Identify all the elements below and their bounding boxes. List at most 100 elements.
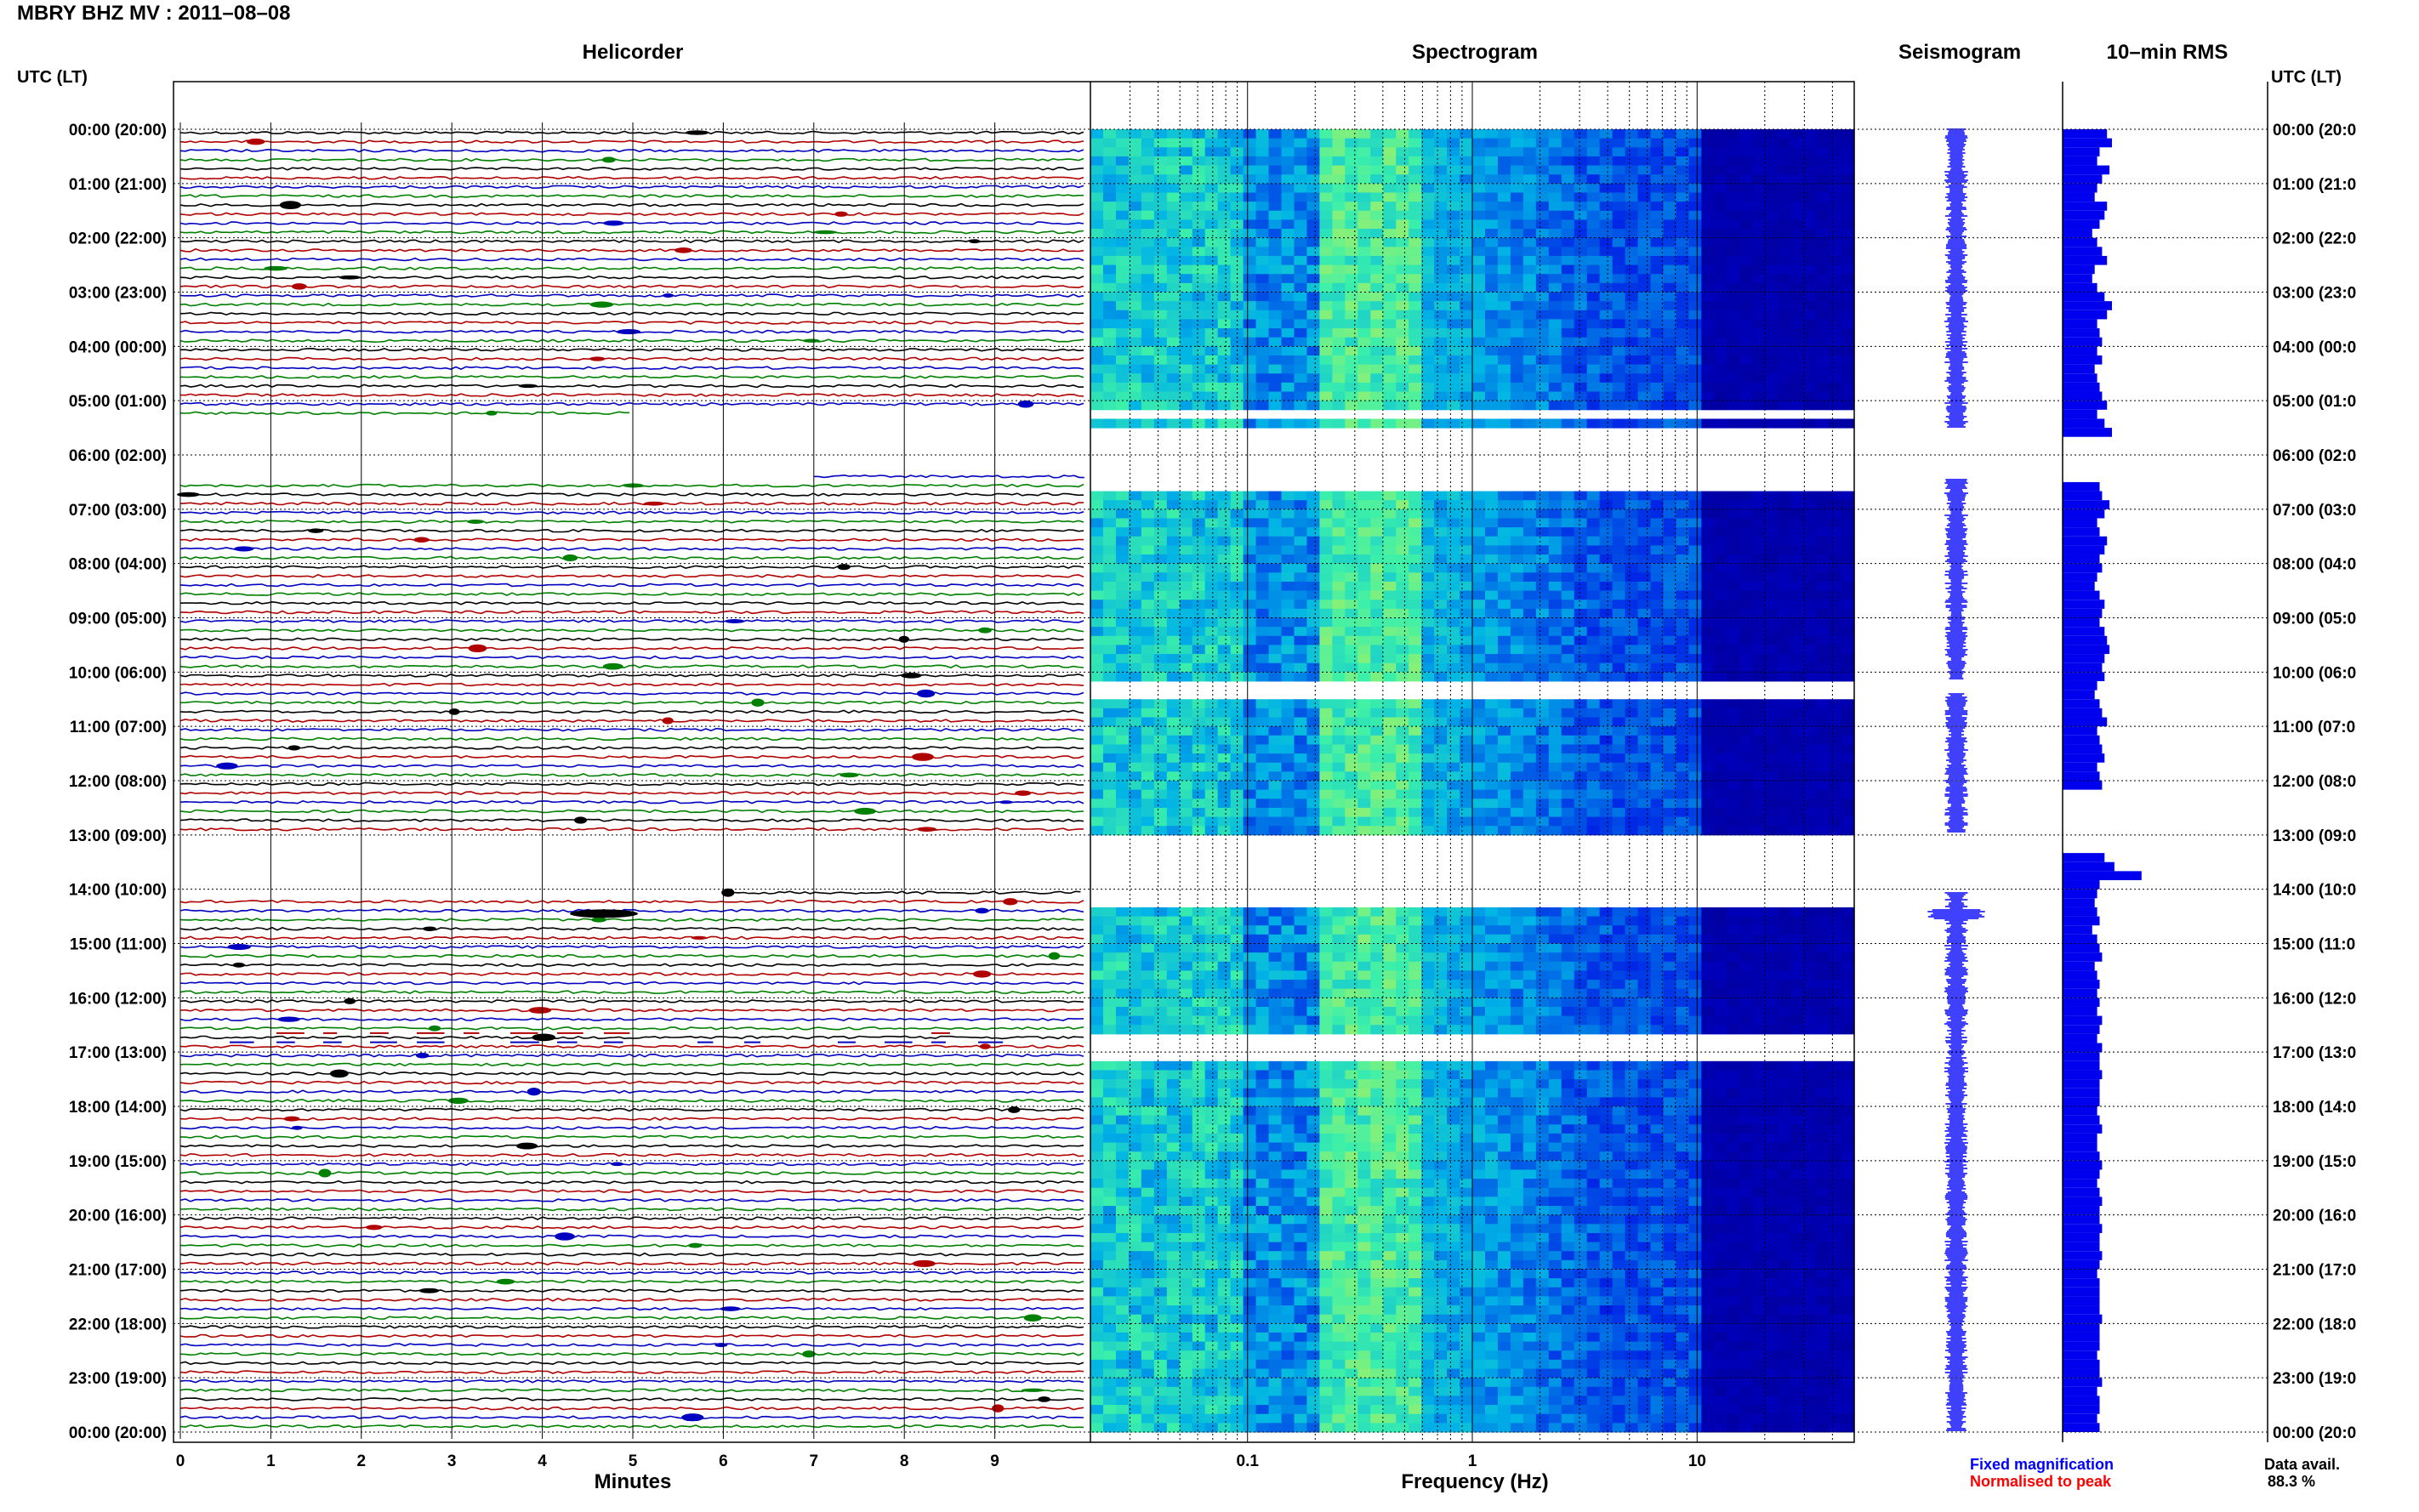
spectrogram-cell (1472, 401, 1486, 411)
spectrogram-cell (1230, 789, 1244, 799)
spectrogram-cell (1217, 708, 1232, 719)
spectrogram-cell (1829, 192, 1842, 202)
spectrogram-cell (1090, 536, 1104, 546)
spectrogram-cell (1637, 364, 1652, 374)
spectrogram-cell (1345, 183, 1358, 193)
spectrogram-cell (1319, 934, 1333, 944)
spectrogram-cell (1612, 735, 1626, 745)
spectrogram-cell (1409, 762, 1422, 772)
spectrogram-cell (1179, 816, 1193, 827)
spectrogram-cell (1663, 753, 1677, 764)
spectrogram-cell (1803, 301, 1817, 311)
spectrogram-cell (1230, 988, 1244, 998)
helicorder-event (415, 1052, 430, 1059)
spectrogram-cell (1396, 129, 1409, 139)
spectrogram-cell (1752, 147, 1766, 157)
spectrogram-cell (1829, 554, 1842, 565)
spectrogram-cell (1115, 1006, 1130, 1017)
spectrogram-cell (1306, 355, 1320, 366)
spectrogram-cell (1460, 129, 1473, 139)
spectrogram-cell (1548, 545, 1562, 555)
spectrogram-cell (1484, 147, 1499, 157)
spectrogram-cell (1625, 635, 1639, 645)
spectrogram-cell (1727, 554, 1740, 565)
helicorder-trace (179, 1333, 1084, 1339)
spectrogram-cell (1676, 961, 1690, 971)
spectrogram-cell (1803, 645, 1817, 655)
spectrogram-cell (1637, 346, 1652, 356)
spectrogram-cell (1141, 627, 1155, 637)
helicorder-event (1017, 400, 1034, 408)
spectrogram-cell (1701, 980, 1715, 990)
spectrogram-cell (1816, 726, 1830, 736)
spectrogram-cell (1128, 210, 1142, 220)
spectrogram-cell (1535, 355, 1550, 366)
spectrogram-cell (1357, 925, 1371, 935)
spectrogram-cell (1599, 925, 1614, 935)
spectrogram-cell (1523, 961, 1537, 971)
spectrogram-cell (1701, 219, 1715, 230)
spectrogram-cell (1460, 156, 1473, 167)
spectrogram-cell (1599, 907, 1614, 918)
spectrogram-cell (1166, 807, 1181, 818)
spectrogram-cell (1650, 545, 1665, 555)
spectrogram-cell (1383, 364, 1397, 374)
spectrogram-cell (1255, 219, 1270, 230)
spectrogram-cell (1357, 635, 1371, 645)
spectrogram-cell (1255, 627, 1270, 637)
spectrogram-cell (1701, 672, 1715, 682)
spectrogram-cell (1548, 138, 1562, 148)
spectrogram-cell (1255, 789, 1270, 799)
spectrogram-cell (1306, 816, 1320, 827)
spectrogram-cell (1612, 373, 1626, 384)
spectrogram-cell (1434, 319, 1448, 329)
spectrogram-cell (1727, 907, 1740, 918)
spectrogram-cell (1128, 237, 1142, 247)
spectrogram-cell (1599, 255, 1614, 266)
spectrogram-cell (1179, 373, 1193, 384)
spectrogram-cell (1102, 600, 1117, 610)
spectrogram-cell (1243, 744, 1257, 754)
spectrogram-cell (1128, 980, 1142, 990)
spectrogram-cell (1090, 292, 1104, 302)
spectrogram-cell (1510, 355, 1524, 366)
spectrogram-cell (1625, 527, 1639, 537)
spectrogram-cell (1434, 771, 1448, 782)
spectrogram-cell (1345, 156, 1358, 167)
spectrogram-cell (1141, 608, 1155, 618)
spectrogram-cell (1803, 753, 1817, 764)
spectrogram-cell (1243, 554, 1257, 565)
spectrogram-cell (1523, 807, 1537, 818)
spectrogram-cell (1676, 391, 1690, 401)
spectrogram-cell (1778, 943, 1791, 953)
helicorder-event (840, 772, 859, 778)
spectrogram-cell (1179, 961, 1193, 971)
spectrogram-cell (1243, 726, 1257, 736)
spectrogram-cell (1663, 292, 1677, 302)
spectrogram-cell (1332, 554, 1346, 565)
spectrogram-cell (1128, 600, 1142, 610)
spectrogram-cell (1841, 174, 1855, 185)
spectrogram-cell (1128, 183, 1142, 193)
spectrogram-cell (1192, 346, 1206, 356)
spectrogram-cell (1319, 138, 1333, 148)
spectrogram-cell (1472, 202, 1486, 212)
spectrogram-cell (1816, 826, 1830, 836)
helicorder-trace (179, 565, 1084, 570)
spectrogram-cell (1115, 645, 1130, 655)
spectrogram-cell (1841, 572, 1855, 583)
spectrogram-cell (1523, 645, 1537, 655)
spectrogram-cell (1765, 662, 1779, 673)
spectrogram-cell (1829, 943, 1842, 953)
spectrogram-cell (1548, 781, 1562, 791)
spectrogram-cell (1357, 662, 1371, 673)
spectrogram-cell (1383, 518, 1397, 528)
spectrogram-cell (1409, 781, 1422, 791)
spectrogram-cell (1447, 572, 1460, 583)
spectrogram-cell (1816, 328, 1830, 338)
spectrogram-cell (1294, 563, 1308, 573)
spectrogram-cell (1650, 292, 1665, 302)
spectrogram-cell (1484, 799, 1499, 809)
spectrogram-cell (1510, 518, 1524, 528)
spectrogram-cell (1166, 581, 1181, 592)
